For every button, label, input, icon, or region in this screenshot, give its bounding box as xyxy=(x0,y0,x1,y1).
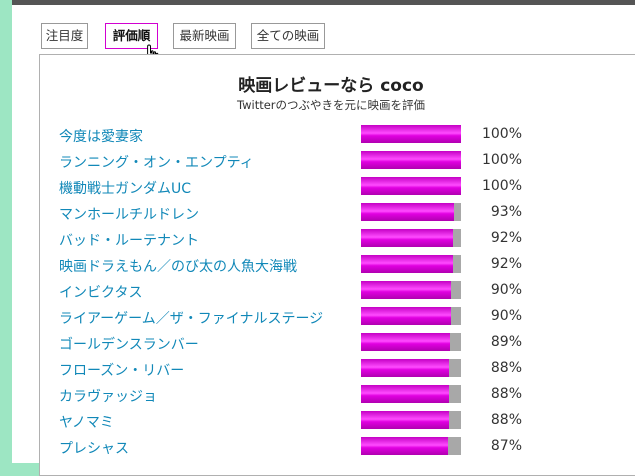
score-bar xyxy=(361,307,461,325)
movie-title-link[interactable]: マンホールチルドレン xyxy=(59,207,199,223)
score-bar xyxy=(361,281,461,299)
ranking-row: 映画ドラえもん／のび太の人魚大海戦 92% xyxy=(40,253,635,279)
tab-attention[interactable]: 注目度 xyxy=(41,23,88,49)
score-bar-fill xyxy=(361,281,451,299)
score-bar-fill xyxy=(361,177,461,195)
score-percent: 100% xyxy=(481,152,522,168)
ranking-box: 映画レビューなら coco Twitterのつぶやきを元に映画を評価 今度は愛妻… xyxy=(39,54,635,476)
score-bar xyxy=(361,177,461,195)
score-percent: 90% xyxy=(490,282,522,298)
score-bar-fill xyxy=(361,229,453,247)
score-bar xyxy=(361,437,461,455)
ranking-row: バッド・ルーテナント 92% xyxy=(40,227,635,253)
score-bar xyxy=(361,203,461,221)
ranking-row: フローズン・リバー 88% xyxy=(40,357,635,383)
score-bar-fill xyxy=(361,125,461,143)
ranking-row: プレシャス 87% xyxy=(40,435,635,461)
score-bar xyxy=(361,255,461,273)
score-percent: 88% xyxy=(490,386,522,402)
score-bar xyxy=(361,333,461,351)
page-subtitle: Twitterのつぶやきを元に映画を評価 xyxy=(236,98,426,112)
ranking-row: ライアーゲーム／ザ・ファイナルステージ 90% xyxy=(40,305,635,331)
ranking-row: ゴールデンスランバー 89% xyxy=(40,331,635,357)
score-bar xyxy=(361,125,461,143)
score-percent: 88% xyxy=(490,412,522,428)
movie-title-link[interactable]: 今度は愛妻家 xyxy=(59,129,143,145)
content-panel: 注目度 評価順 最新映画 全ての映画 映画レビューなら coco Twitter… xyxy=(12,5,635,476)
movie-title-link[interactable]: 機動戦士ガンダムUC xyxy=(59,181,192,197)
score-bar-fill xyxy=(361,359,449,377)
score-percent: 100% xyxy=(481,126,522,142)
ranking-row: ヤノマミ 88% xyxy=(40,409,635,435)
score-bar-fill xyxy=(361,385,449,403)
movie-title-link[interactable]: ランニング・オン・エンプティ xyxy=(59,155,254,171)
ranking-row: 今度は愛妻家 100% xyxy=(40,123,635,149)
score-percent: 88% xyxy=(490,360,522,376)
score-bar xyxy=(361,229,461,247)
score-bar-fill xyxy=(361,411,449,429)
score-percent: 92% xyxy=(490,230,522,246)
movie-title-link[interactable]: 映画ドラえもん／のび太の人魚大海戦 xyxy=(59,259,297,275)
ranking-row: インビクタス 90% xyxy=(40,279,635,305)
score-bar-fill xyxy=(361,151,461,169)
ranking-row: ランニング・オン・エンプティ 100% xyxy=(40,149,635,175)
movie-title-link[interactable]: ヤノマミ xyxy=(59,415,114,431)
ranking-row: マンホールチルドレン 93% xyxy=(40,201,635,227)
movie-title-link[interactable]: バッド・ルーテナント xyxy=(59,233,199,249)
window-top-border xyxy=(12,0,635,5)
score-percent: 90% xyxy=(490,308,522,324)
movie-title-link[interactable]: ライアーゲーム／ザ・ファイナルステージ xyxy=(59,311,324,327)
score-bar-fill xyxy=(361,203,454,221)
page-title: 映画レビューなら coco xyxy=(238,76,424,96)
movie-title-link[interactable]: インビクタス xyxy=(59,285,143,301)
score-bar-fill xyxy=(361,307,451,325)
score-bar xyxy=(361,411,461,429)
ranking-row: 機動戦士ガンダムUC 100% xyxy=(40,175,635,201)
movie-title-link[interactable]: ゴールデンスランバー xyxy=(59,337,199,353)
score-bar-fill xyxy=(361,437,448,455)
score-percent: 100% xyxy=(481,178,522,194)
movie-title-link[interactable]: プレシャス xyxy=(59,441,129,457)
tab-latest-movies[interactable]: 最新映画 xyxy=(173,23,236,49)
tab-all-movies[interactable]: 全ての映画 xyxy=(251,23,325,49)
score-bar-fill xyxy=(361,255,453,273)
score-percent: 92% xyxy=(490,256,522,272)
score-bar xyxy=(361,385,461,403)
ranking-row: カラヴァッジョ 88% xyxy=(40,383,635,409)
score-bar-fill xyxy=(361,333,450,351)
score-percent: 93% xyxy=(490,204,522,220)
movie-title-link[interactable]: フローズン・リバー xyxy=(59,363,185,379)
score-percent: 87% xyxy=(490,438,522,454)
movie-title-link[interactable]: カラヴァッジョ xyxy=(59,389,157,405)
score-percent: 89% xyxy=(490,334,522,350)
score-bar xyxy=(361,359,461,377)
score-bar xyxy=(361,151,461,169)
